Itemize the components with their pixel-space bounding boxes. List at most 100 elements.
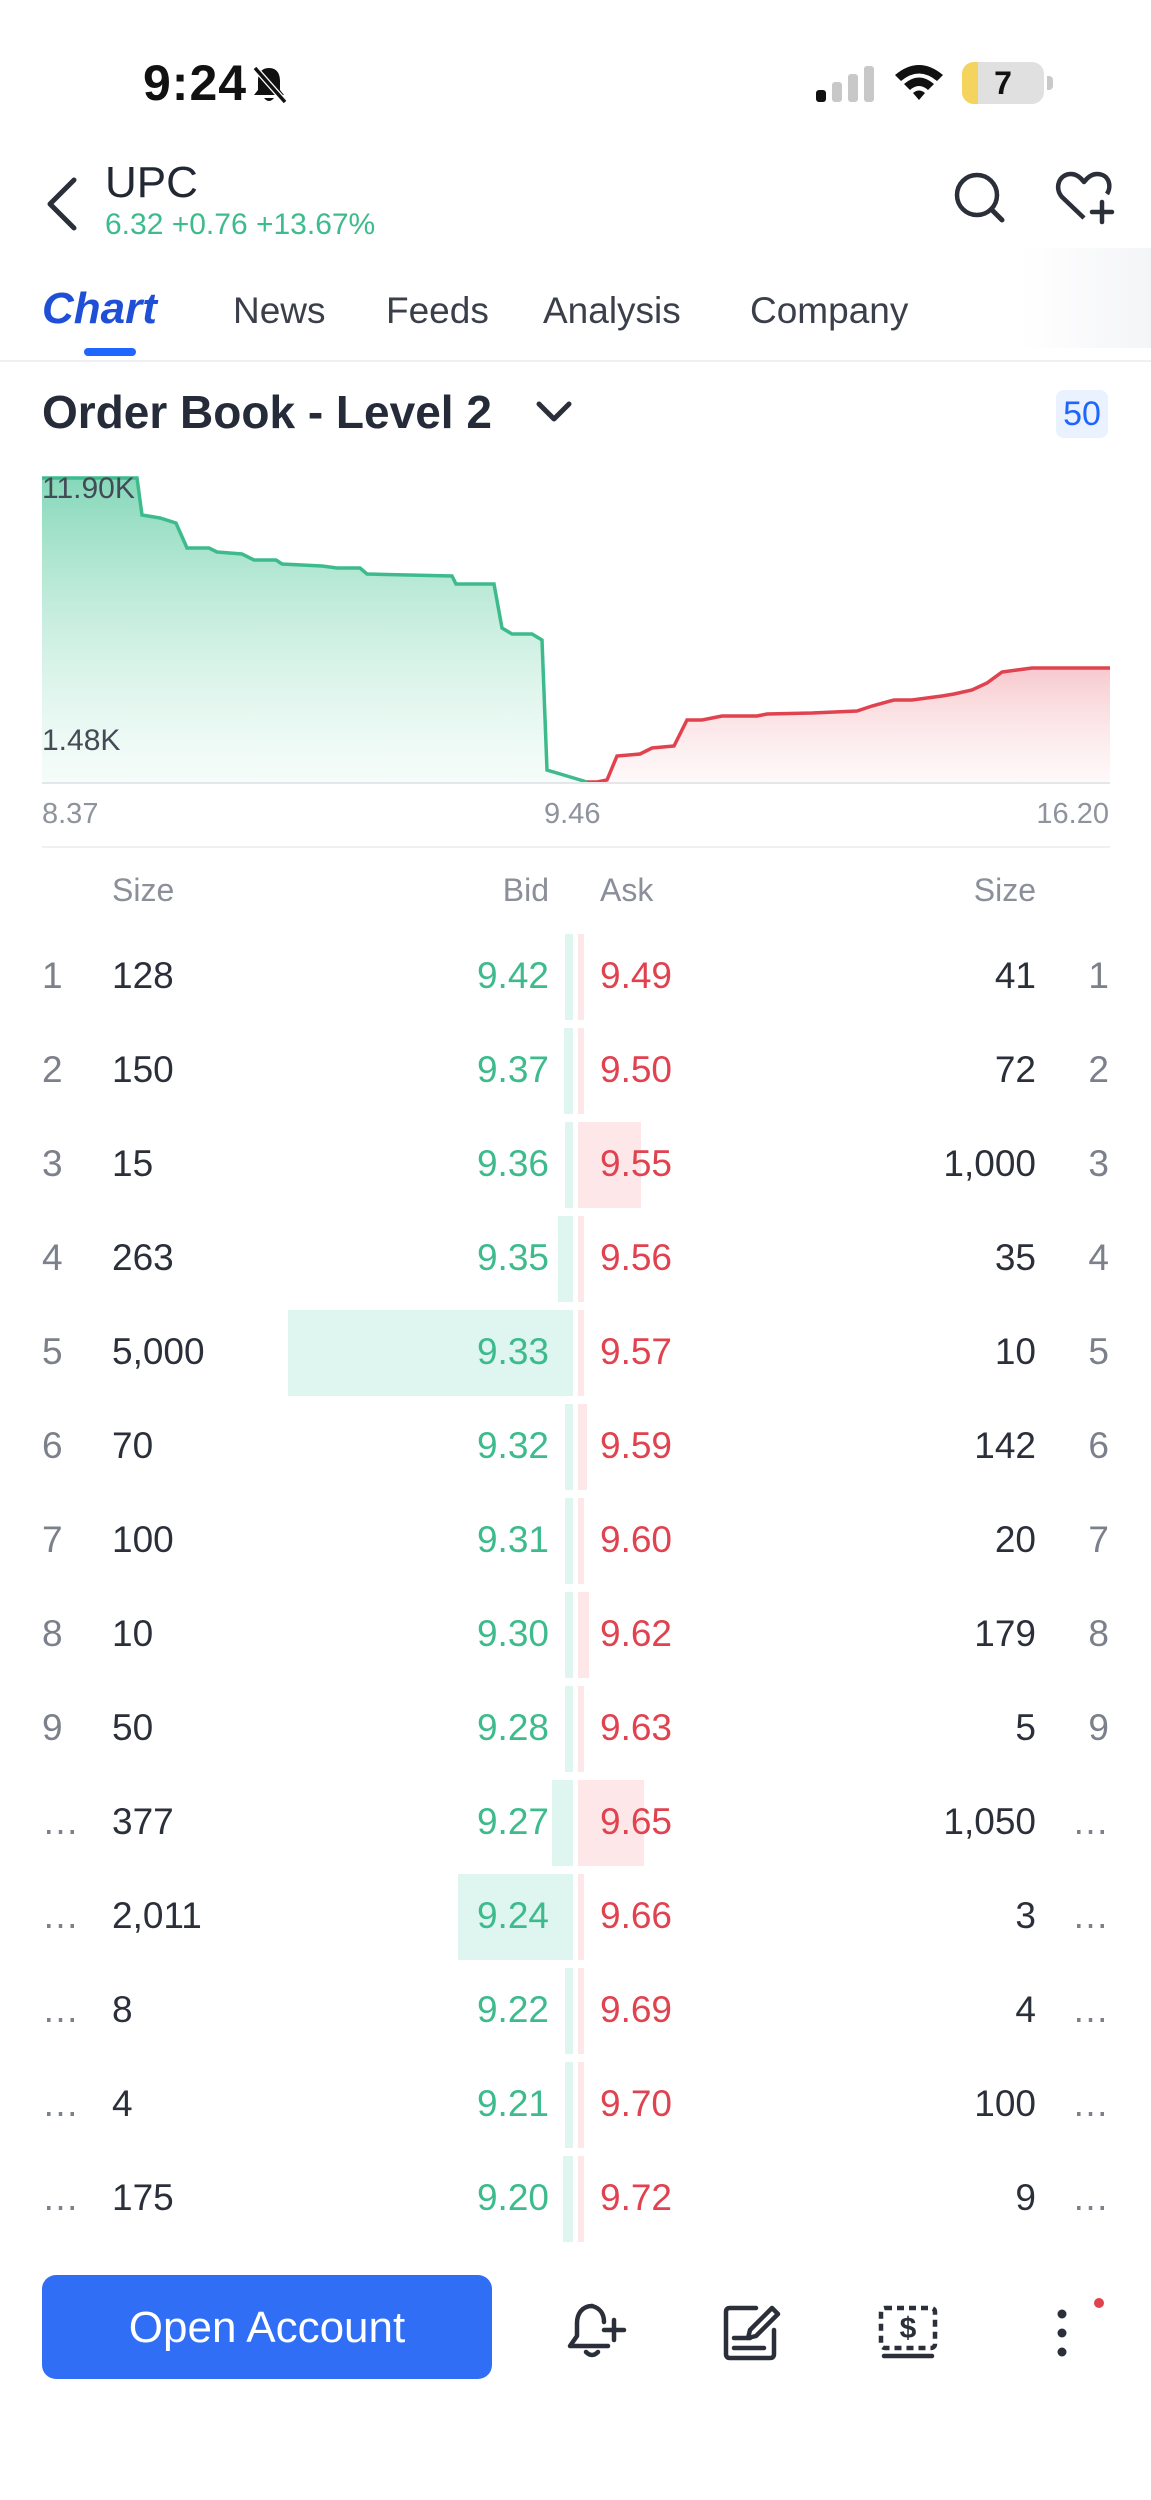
ask-size: 9 xyxy=(1015,2177,1036,2218)
tab-scroll-fade xyxy=(1021,248,1151,348)
cellular-signal-icon xyxy=(816,66,878,107)
tab-bar: Chart News Feeds Analysis Company xyxy=(0,270,1151,362)
bid-size: 100 xyxy=(112,1519,174,1560)
bid-volume-bar xyxy=(458,1874,573,1960)
stock-quote: 6.32 +0.76 +13.67% xyxy=(105,208,376,241)
svg-text:$: $ xyxy=(900,2312,917,2345)
bid-size: 10 xyxy=(112,1613,154,1654)
row-index: 8 xyxy=(42,1613,63,1654)
ask-price: 9.56 xyxy=(600,1237,673,1278)
row-index-right: 8 xyxy=(1088,1613,1109,1654)
tab-company[interactable]: Company xyxy=(750,290,909,331)
bid-size: 263 xyxy=(112,1237,174,1278)
bid-size: 70 xyxy=(112,1425,154,1466)
order-book-row: 2 150 9.37 9.50 72 2 xyxy=(0,1024,1151,1118)
order-book-row: … 175 9.20 9.72 9… xyxy=(0,2152,1151,2246)
row-index-right: 7 xyxy=(1088,1519,1109,1560)
wifi-icon xyxy=(893,62,945,107)
bid-size-header: Size xyxy=(112,872,175,908)
ask-header: Ask xyxy=(600,872,654,908)
chevron-down-icon[interactable] xyxy=(534,398,574,431)
row-index-right: 4 xyxy=(1088,1237,1109,1278)
row-index: … xyxy=(42,1801,79,1842)
stock-symbol: UPC xyxy=(105,158,198,207)
ask-price: 9.63 xyxy=(600,1707,673,1748)
order-book-row: … 8 9.22 9.69 4… xyxy=(0,1964,1151,2058)
row-index: 7 xyxy=(42,1519,63,1560)
bid-volume-bar xyxy=(565,1122,573,1208)
order-book-title[interactable]: Order Book - Level 2 xyxy=(42,386,492,438)
bid-volume-bar xyxy=(565,1404,573,1490)
ask-volume-bar xyxy=(578,1874,584,1960)
ask-size: 1,000 xyxy=(943,1143,1036,1184)
bid-size: 15 xyxy=(112,1143,154,1184)
bid-price: 9.32 xyxy=(476,1425,549,1466)
bid-price: 9.35 xyxy=(476,1237,549,1278)
bid-price: 9.28 xyxy=(476,1707,549,1748)
row-index: … xyxy=(42,2177,79,2218)
ask-depth-line xyxy=(587,666,1110,784)
ask-volume-bar xyxy=(578,1968,584,2054)
bid-price: 9.27 xyxy=(476,1801,549,1842)
add-to-watchlist-icon[interactable] xyxy=(1054,166,1116,233)
bid-size: 5,000 xyxy=(112,1331,205,1372)
tab-feeds[interactable]: Feeds xyxy=(386,290,489,331)
row-index: 6 xyxy=(42,1425,63,1466)
row-index-right: 2 xyxy=(1088,1049,1109,1090)
ask-size: 179 xyxy=(974,1613,1036,1654)
row-index: … xyxy=(42,1989,79,2030)
ask-volume-bar xyxy=(578,1780,644,1866)
ask-price: 9.66 xyxy=(600,1895,673,1936)
tab-analysis[interactable]: Analysis xyxy=(543,290,681,331)
bell-muted-icon xyxy=(250,64,288,109)
back-arrow-icon[interactable] xyxy=(40,172,88,236)
bid-price: 9.42 xyxy=(476,955,549,996)
bid-volume-bar xyxy=(565,2062,573,2148)
ask-size: 4 xyxy=(1015,1989,1036,2030)
search-icon[interactable] xyxy=(952,166,1008,233)
row-index: 4 xyxy=(42,1237,63,1278)
bid-price: 9.37 xyxy=(476,1049,549,1090)
order-book-row: 4 263 9.35 9.56 35 4 xyxy=(0,1212,1151,1306)
depth-level-badge[interactable]: 50 xyxy=(1056,390,1108,438)
ask-price: 9.49 xyxy=(600,955,673,996)
ask-size: 72 xyxy=(994,1049,1036,1090)
row-index-right: 5 xyxy=(1088,1331,1109,1372)
ask-size: 20 xyxy=(994,1519,1036,1560)
bid-price: 9.21 xyxy=(476,2083,549,2124)
trade-icon[interactable]: $ xyxy=(876,2300,940,2369)
bid-volume-bar xyxy=(565,1498,573,1584)
depth-x-mid: 9.46 xyxy=(544,798,601,830)
ask-volume-bar xyxy=(578,1404,587,1490)
bid-volume-bar xyxy=(563,2156,573,2242)
ask-size: 5 xyxy=(1015,1707,1036,1748)
bid-depth-line xyxy=(42,476,588,784)
depth-x-left: 8.37 xyxy=(42,798,99,830)
bid-size: 128 xyxy=(112,955,174,996)
more-icon[interactable] xyxy=(1042,2300,1082,2369)
ask-price: 9.59 xyxy=(600,1425,673,1466)
bid-size: 4 xyxy=(112,2083,133,2124)
row-index-right: … xyxy=(1072,1895,1109,1936)
battery-cap xyxy=(1047,76,1053,90)
bid-size: 377 xyxy=(112,1801,174,1842)
bid-price: 9.20 xyxy=(476,2177,549,2218)
ask-size: 41 xyxy=(994,955,1036,996)
order-book-row: … 377 9.27 9.65 1,050… xyxy=(0,1776,1151,1870)
bid-price: 9.22 xyxy=(476,1989,549,2030)
bid-price: 9.31 xyxy=(476,1519,549,1560)
status-time: 9:24 xyxy=(143,55,248,111)
tab-chart[interactable]: Chart xyxy=(42,284,157,333)
section-divider xyxy=(42,846,1110,848)
ask-volume-bar xyxy=(578,1122,641,1208)
bid-price: 9.30 xyxy=(476,1613,549,1654)
ask-volume-bar xyxy=(578,1310,584,1396)
alert-add-icon[interactable] xyxy=(564,2300,628,2369)
open-account-button[interactable]: Open Account xyxy=(42,2275,492,2379)
edit-note-icon[interactable] xyxy=(720,2300,784,2369)
ask-size: 3 xyxy=(1015,1895,1036,1936)
row-index: 2 xyxy=(42,1049,63,1090)
tab-news[interactable]: News xyxy=(233,290,326,331)
ask-volume-bar xyxy=(578,1216,584,1302)
row-index-right: 6 xyxy=(1088,1425,1109,1466)
